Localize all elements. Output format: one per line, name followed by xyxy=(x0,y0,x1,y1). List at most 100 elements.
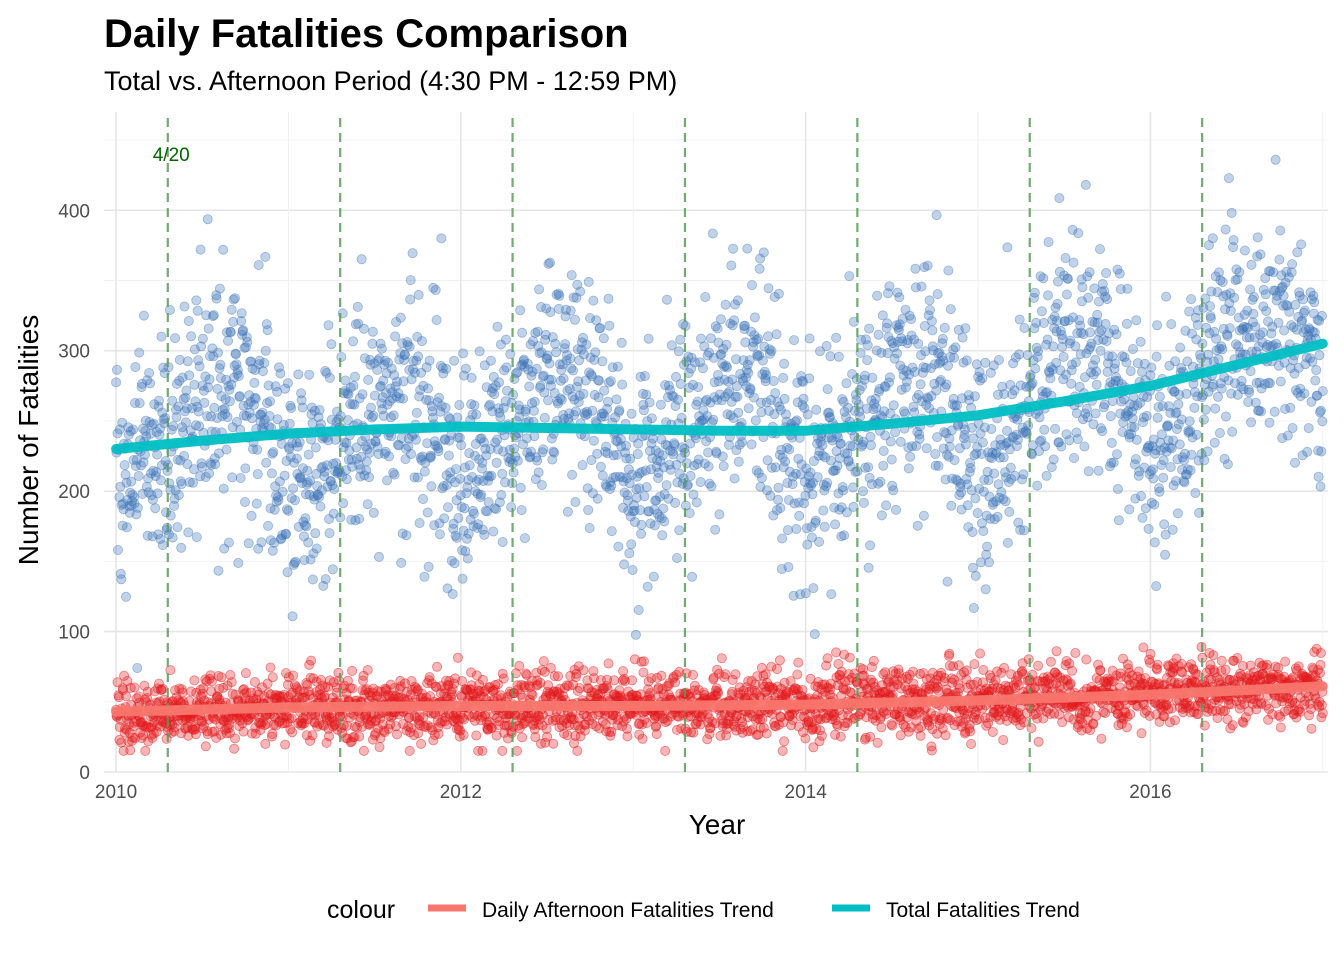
total-fatalities-point xyxy=(639,406,648,415)
total-fatalities-point xyxy=(961,324,970,333)
total-fatalities-point xyxy=(529,406,538,415)
total-fatalities-point xyxy=(1095,245,1104,254)
total-fatalities-point xyxy=(1223,460,1232,469)
total-fatalities-point xyxy=(555,291,564,300)
total-fatalities-point xyxy=(214,566,223,575)
total-fatalities-point xyxy=(399,394,408,403)
total-fatalities-point xyxy=(882,501,891,510)
total-fatalities-point xyxy=(412,408,421,417)
total-fatalities-point xyxy=(822,341,831,350)
total-fatalities-point xyxy=(566,354,575,363)
total-fatalities-point xyxy=(408,249,417,258)
total-fatalities-point xyxy=(1217,384,1226,393)
total-fatalities-point xyxy=(1024,421,1033,430)
total-fatalities-point xyxy=(758,356,767,365)
total-fatalities-point xyxy=(182,386,191,395)
total-fatalities-point xyxy=(627,409,636,418)
total-fatalities-point xyxy=(1163,421,1172,430)
total-fatalities-point xyxy=(889,401,898,410)
total-fatalities-point xyxy=(637,520,646,529)
total-fatalities-point xyxy=(1114,516,1123,525)
total-fatalities-point xyxy=(1065,436,1074,445)
total-fatalities-point xyxy=(600,386,609,395)
total-fatalities-point xyxy=(405,342,414,351)
total-fatalities-point xyxy=(195,362,204,371)
total-fatalities-point xyxy=(931,449,940,458)
total-fatalities-point xyxy=(1312,365,1321,374)
total-fatalities-point xyxy=(1168,525,1177,534)
afternoon-fatalities-point xyxy=(512,746,521,755)
total-fatalities-point xyxy=(1155,487,1164,496)
total-fatalities-point xyxy=(614,542,623,551)
afternoon-fatalities-point xyxy=(761,670,770,679)
total-fatalities-point xyxy=(1185,417,1194,426)
total-fatalities-point xyxy=(236,473,245,482)
total-fatalities-point xyxy=(589,296,598,305)
total-fatalities-point xyxy=(636,506,645,515)
afternoon-fatalities-point xyxy=(121,692,130,701)
total-fatalities-point xyxy=(750,313,759,322)
total-fatalities-point xyxy=(617,338,626,347)
total-fatalities-point xyxy=(184,528,193,537)
total-fatalities-point xyxy=(734,457,743,466)
total-fatalities-point xyxy=(192,296,201,305)
total-fatalities-point xyxy=(1055,194,1064,203)
total-fatalities-point xyxy=(188,478,197,487)
total-fatalities-point xyxy=(365,473,374,482)
afternoon-fatalities-point xyxy=(217,673,226,682)
total-fatalities-point xyxy=(604,294,613,303)
afternoon-fatalities-point xyxy=(927,746,936,755)
total-fatalities-point xyxy=(1084,467,1093,476)
afternoon-fatalities-point xyxy=(268,673,277,682)
total-fatalities-point xyxy=(539,445,548,454)
total-fatalities-point xyxy=(818,441,827,450)
total-fatalities-point xyxy=(759,248,768,257)
total-fatalities-point xyxy=(589,436,598,445)
total-fatalities-point xyxy=(927,317,936,326)
afternoon-fatalities-point xyxy=(966,727,975,736)
total-fatalities-point xyxy=(213,348,222,357)
total-fatalities-point xyxy=(662,295,671,304)
total-fatalities-point xyxy=(411,435,420,444)
afternoon-fatalities-point xyxy=(190,676,199,685)
total-fatalities-point xyxy=(451,465,460,474)
total-fatalities-point xyxy=(1069,453,1078,462)
total-fatalities-point xyxy=(534,468,543,477)
total-fatalities-point xyxy=(709,415,718,424)
total-fatalities-point xyxy=(865,324,874,333)
total-fatalities-point xyxy=(552,348,561,357)
total-fatalities-point xyxy=(516,306,525,315)
total-fatalities-point xyxy=(615,406,624,415)
total-fatalities-point xyxy=(1092,367,1101,376)
total-fatalities-point xyxy=(535,285,544,294)
total-fatalities-point xyxy=(994,355,1003,364)
total-fatalities-point xyxy=(1111,359,1120,368)
total-fatalities-point xyxy=(588,406,597,415)
total-fatalities-point xyxy=(1115,269,1124,278)
total-fatalities-point xyxy=(743,244,752,253)
total-fatalities-point xyxy=(613,362,622,371)
total-fatalities-point xyxy=(487,471,496,480)
total-fatalities-point xyxy=(235,392,244,401)
afternoon-fatalities-point xyxy=(817,731,826,740)
total-fatalities-point xyxy=(596,462,605,471)
afternoon-fatalities-point xyxy=(731,670,740,679)
afternoon-fatalities-point xyxy=(873,738,882,747)
total-fatalities-point xyxy=(1199,415,1208,424)
afternoon-fatalities-point xyxy=(363,665,372,674)
total-fatalities-point xyxy=(198,334,207,343)
total-fatalities-point xyxy=(676,335,685,344)
total-fatalities-point xyxy=(173,523,182,532)
total-fatalities-point xyxy=(414,352,423,361)
total-fatalities-point xyxy=(727,261,736,270)
total-fatalities-point xyxy=(278,487,287,496)
total-fatalities-point xyxy=(1246,367,1255,376)
total-fatalities-point xyxy=(122,523,131,532)
total-fatalities-point xyxy=(204,324,213,333)
total-fatalities-point xyxy=(823,478,832,487)
total-fatalities-point xyxy=(1109,458,1118,467)
total-fatalities-point xyxy=(304,538,313,547)
total-fatalities-point xyxy=(1153,413,1162,422)
total-fatalities-point xyxy=(227,305,236,314)
afternoon-fatalities-point xyxy=(639,657,648,666)
